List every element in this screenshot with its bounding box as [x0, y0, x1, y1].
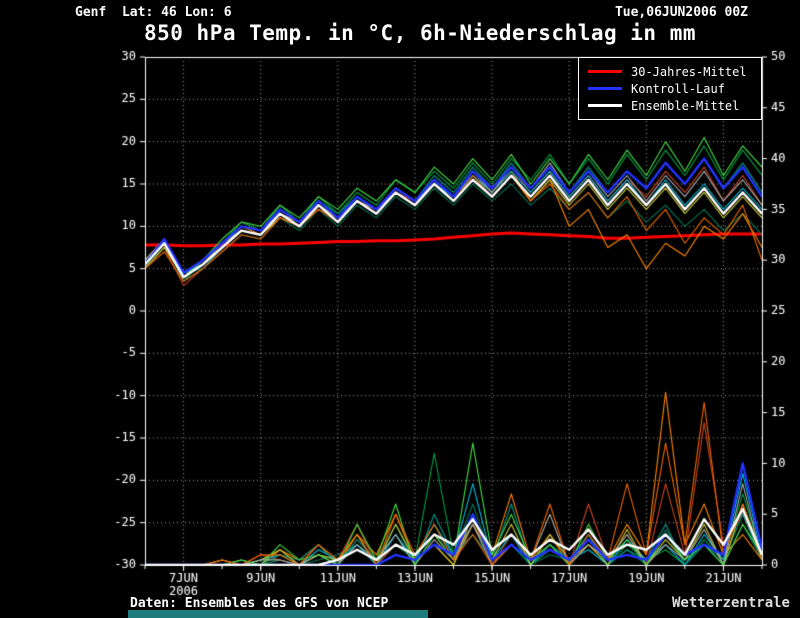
legend-item-control-run: Kontroll-Lauf: [588, 81, 752, 96]
data-credit-label: Daten: Ensembles des GFS von NCEP: [130, 596, 389, 611]
legend-label: Kontroll-Lauf: [631, 81, 725, 96]
red-line-swatch: [588, 70, 622, 73]
legend-item-climate-mean: 30-Jahres-Mittel: [588, 64, 752, 79]
white-line-swatch: [588, 104, 622, 107]
run-datetime-label: Tue,06JUN2006 00Z: [614, 5, 748, 20]
legend-label: 30-Jahres-Mittel: [631, 64, 747, 79]
chart-title: 850 hPa Temp. in °C, 6h-Niederschlag in …: [143, 21, 696, 45]
blue-line-swatch: [588, 87, 622, 90]
legend-box: 30-Jahres-Mittel Kontroll-Lauf Ensemble-…: [578, 57, 762, 120]
legend-item-ensemble-mean: Ensemble-Mittel: [588, 98, 752, 113]
station-label: Genf Lat: 46 Lon: 6: [75, 5, 232, 20]
legend-label: Ensemble-Mittel: [631, 98, 740, 113]
wetterzentrale-brand: Wetterzentrale: [671, 595, 790, 611]
footer-highlight-bar: [128, 610, 428, 618]
